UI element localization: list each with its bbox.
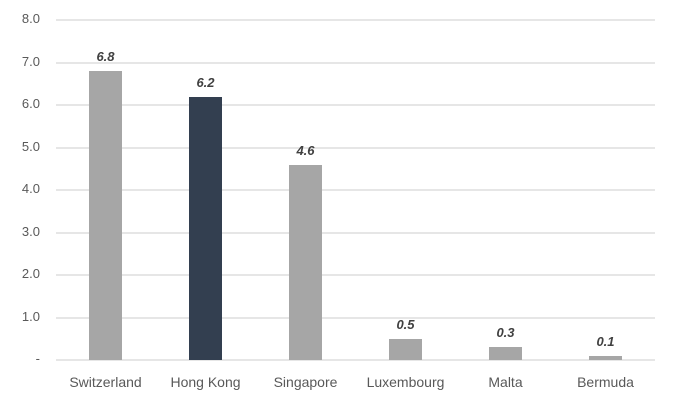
x-tick-label: Hong Kong <box>170 374 241 390</box>
value-label: 0.3 <box>496 325 515 341</box>
value-label: 0.5 <box>396 316 415 332</box>
value-label: 4.6 <box>296 142 315 158</box>
bar <box>89 71 122 360</box>
bar <box>589 355 622 360</box>
x-tick-label: Luxembourg <box>366 374 445 390</box>
bar <box>489 347 522 360</box>
y-tick-label: 1.0 <box>21 308 40 324</box>
y-tick-label: 5.0 <box>21 138 40 154</box>
y-tick-label: - <box>35 351 40 366</box>
gridline <box>56 359 655 361</box>
value-label: 6.8 <box>96 49 115 64</box>
gridline <box>56 316 655 319</box>
gridline <box>56 274 655 276</box>
value-label: 6.2 <box>196 74 215 90</box>
x-tick-label: Bermuda <box>577 374 634 390</box>
gridline <box>56 189 655 191</box>
gridline <box>56 19 655 21</box>
gridline <box>56 104 655 106</box>
gridline <box>56 146 655 149</box>
y-tick-label: 4.0 <box>21 181 40 196</box>
y-tick-label: 8.0 <box>21 11 40 26</box>
gridline <box>56 231 655 234</box>
y-tick-label: 2.0 <box>21 266 40 281</box>
y-tick-label: 7.0 <box>21 53 40 69</box>
y-tick-label: 3.0 <box>21 223 40 239</box>
bar <box>189 96 222 360</box>
bar <box>289 164 322 360</box>
x-tick-label: Malta <box>488 374 523 390</box>
bar <box>389 338 422 360</box>
gridline <box>56 61 655 64</box>
x-tick-label: Switzerland <box>69 374 142 390</box>
y-tick-label: 6.0 <box>21 96 40 111</box>
value-label: 0.1 <box>596 333 615 349</box>
x-tick-label: Singapore <box>273 374 338 390</box>
